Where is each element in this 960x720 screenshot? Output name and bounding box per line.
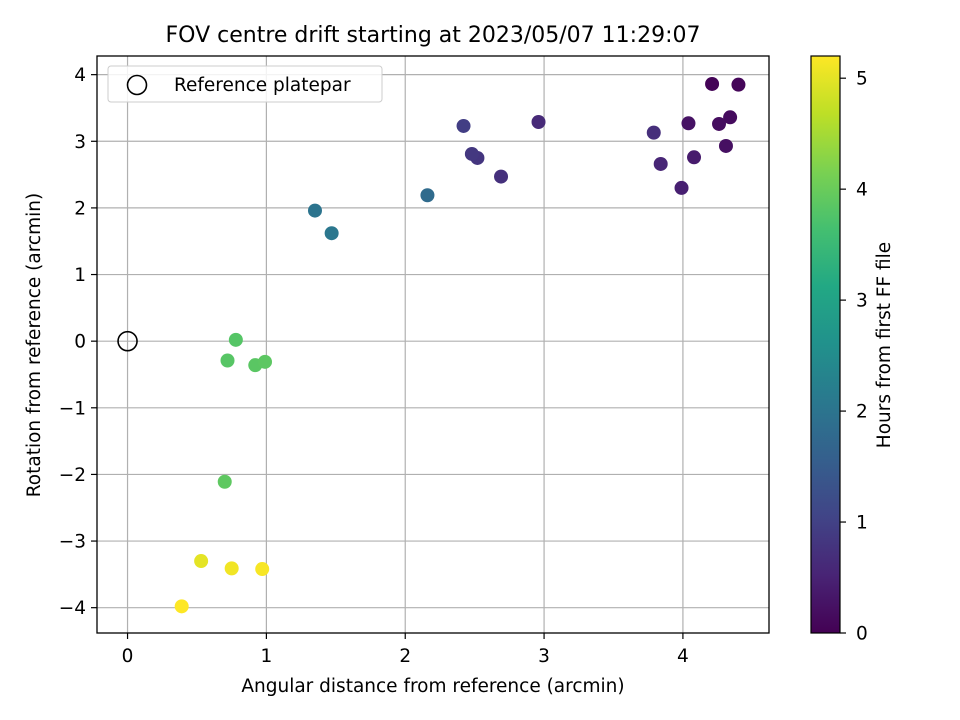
y-tick-label: 3 — [74, 132, 86, 153]
colorbar-gradient — [810, 55, 841, 634]
data-point — [224, 561, 239, 576]
data-point — [307, 203, 322, 218]
x-tick-label: 1 — [260, 646, 272, 667]
data-point — [653, 156, 668, 171]
y-tick-label: −2 — [59, 465, 86, 486]
legend-box — [107, 65, 383, 103]
data-point — [674, 180, 689, 195]
x-axis-label: Angular distance from reference (arcmin) — [241, 676, 624, 697]
y-tick-label: 2 — [74, 198, 86, 219]
y-tick-label: 1 — [74, 265, 86, 286]
data-point — [712, 116, 727, 131]
data-point — [687, 150, 702, 165]
y-tick-label: −4 — [59, 598, 86, 619]
data-point — [456, 118, 471, 133]
colorbar-tick-label: 0 — [856, 624, 868, 645]
legend-label: Reference platepar — [174, 75, 351, 96]
x-tick-label: 0 — [122, 646, 134, 667]
y-tick-label: −3 — [59, 532, 86, 553]
data-point — [646, 125, 661, 140]
colorbar-ticks: 0 1 2 3 4 5 — [840, 69, 868, 645]
colorbar-label: Hours from first FF file — [874, 242, 895, 448]
data-point — [174, 599, 189, 614]
plot-frame — [96, 55, 770, 634]
data-point — [194, 554, 209, 569]
legend: Reference platepar — [107, 65, 383, 103]
colorbar-tick-label: 4 — [856, 180, 868, 201]
data-point — [217, 474, 232, 489]
y-tick-label: −1 — [59, 398, 86, 419]
x-tick-label: 3 — [538, 646, 550, 667]
data-points — [174, 76, 746, 614]
y-tick-label: 0 — [74, 332, 86, 353]
colorbar-tick-label: 1 — [856, 513, 868, 534]
data-point — [731, 77, 746, 92]
data-point — [220, 353, 235, 368]
x-tick-label: 2 — [399, 646, 411, 667]
data-point — [705, 76, 720, 91]
data-point — [718, 138, 733, 153]
reference-marker — [117, 330, 138, 352]
colorbar: 0 1 2 3 4 5 Hours from first FF file — [810, 55, 895, 645]
data-point — [531, 114, 546, 129]
data-point — [255, 562, 270, 577]
data-point — [723, 110, 738, 125]
colorbar-tick-label: 5 — [856, 69, 868, 90]
y-tick-label: 4 — [74, 65, 86, 86]
colorbar-tick-label: 2 — [856, 402, 868, 423]
colorbar-tick-label: 3 — [856, 291, 868, 312]
data-point — [258, 354, 272, 369]
x-tick-label: 4 — [677, 646, 689, 667]
chart-title: FOV centre drift starting at 2023/05/07 … — [166, 23, 701, 48]
axis-ticks: 0 1 2 3 4 −4 −3 −2 −1 0 1 2 3 4 — [59, 65, 689, 667]
data-point — [494, 169, 509, 184]
y-axis-label: Rotation from reference (arcmin) — [24, 193, 45, 497]
grid — [97, 56, 769, 633]
data-point — [420, 188, 435, 203]
plot-area: 0 1 2 3 4 −4 −3 −2 −1 0 1 2 3 4 — [59, 55, 770, 667]
data-point — [681, 116, 696, 131]
legend-marker — [126, 74, 148, 96]
data-point — [464, 146, 479, 161]
data-point — [324, 226, 339, 241]
data-point — [228, 332, 243, 347]
